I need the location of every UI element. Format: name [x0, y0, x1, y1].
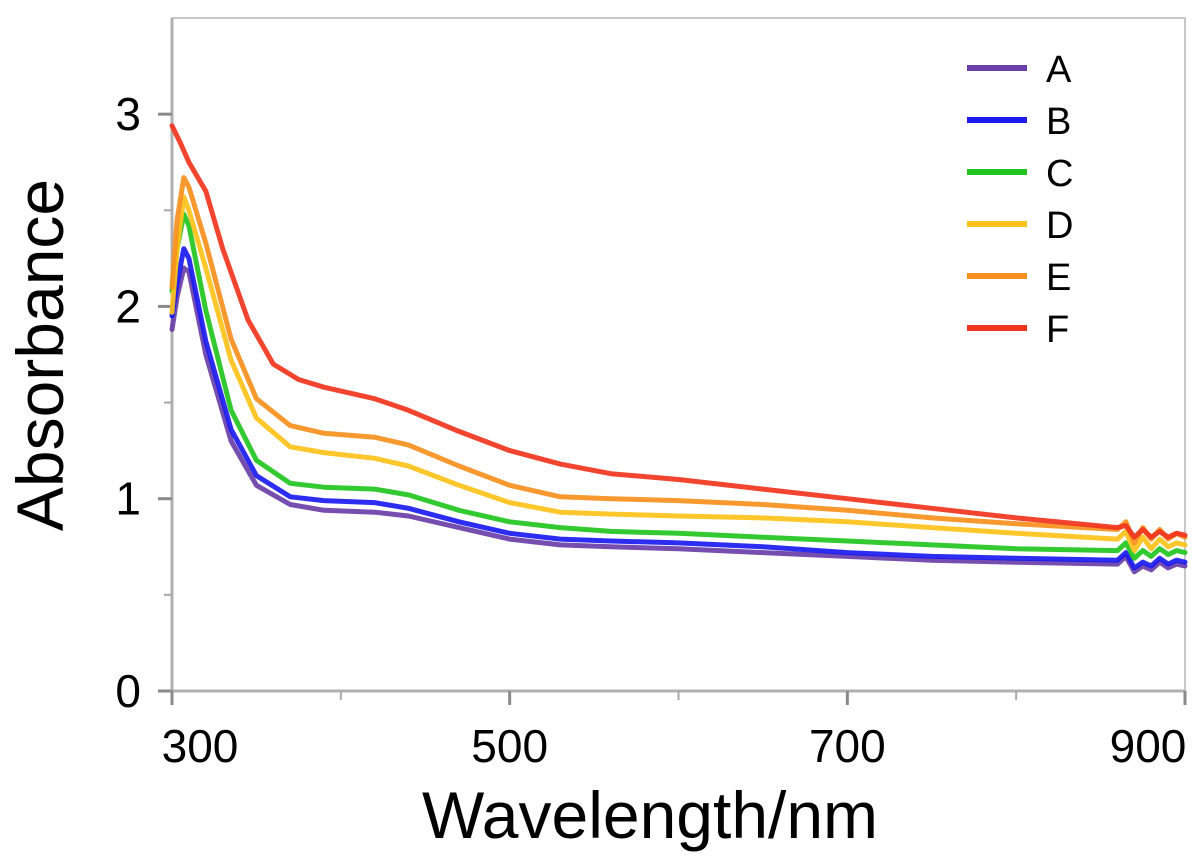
legend-label-a: A	[1046, 49, 1072, 91]
legend-label-e: E	[1046, 257, 1071, 299]
y-tick-label: 3	[115, 88, 141, 140]
legend-label-f: F	[1046, 309, 1069, 351]
series-lines	[169, 123, 1188, 575]
series-line-b	[169, 246, 1188, 571]
x-tick-label: 900	[1110, 720, 1187, 772]
legend-label-c: C	[1046, 153, 1073, 195]
tick-labels: 0 1 2 3 300 500 700 900	[115, 88, 1186, 772]
series-line-f	[169, 123, 1188, 540]
y-tick-label: 2	[115, 280, 141, 332]
x-tick-label: 700	[809, 720, 886, 772]
y-axis-title: Absorbance	[3, 179, 77, 531]
y-tick-label: 0	[115, 665, 141, 717]
series-line-d	[169, 194, 1188, 554]
y-tick-label: 1	[115, 473, 141, 525]
legend-label-b: B	[1046, 101, 1071, 143]
x-axis-title: Wavelength/nm	[422, 778, 878, 852]
x-tick-label: 500	[471, 720, 548, 772]
legend-label-d: D	[1046, 205, 1073, 247]
series-line-a	[169, 265, 1188, 575]
x-tick-label: 300	[162, 720, 239, 772]
series-line-c	[169, 211, 1188, 561]
